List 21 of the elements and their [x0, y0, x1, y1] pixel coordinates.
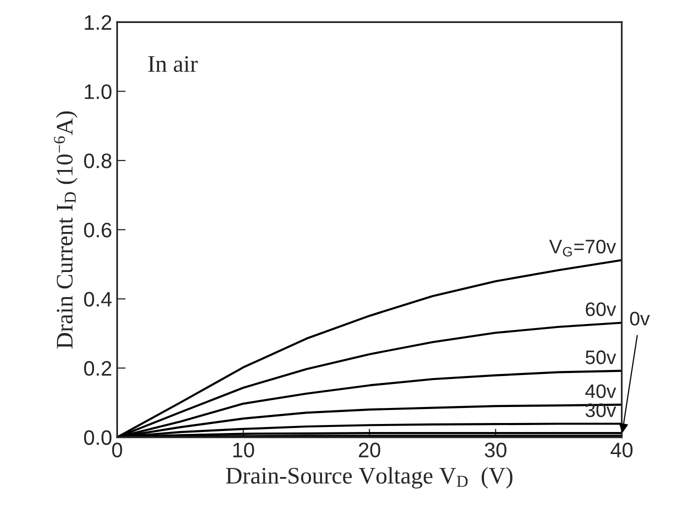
x-tick-label: 10	[233, 442, 254, 458]
series-label: V$_{G}$=70v	[549, 240, 616, 256]
y-tick-label: 1.0	[84, 84, 112, 100]
x-tick-label: 0	[112, 442, 122, 458]
y-tick-label: 0.8	[84, 154, 112, 168]
series-label: 40v	[585, 384, 616, 398]
x-axis-title: Drain-Source Voltage V$_{D}$ (V)	[226, 467, 512, 489]
annotation: In air	[148, 56, 198, 72]
text: 0v	[630, 312, 650, 326]
series-label: 60v	[586, 302, 616, 316]
x-tick-label: 30	[484, 442, 506, 458]
x-tick-label: 40	[610, 442, 633, 458]
y-tick-label: 0.2	[84, 361, 112, 376]
series-label: 30v	[586, 403, 616, 418]
y-tick-label: 1.2	[84, 15, 112, 30]
x-tick-label: 20	[358, 442, 380, 458]
y-tick-label: 0.4	[84, 292, 112, 307]
y-tick-label: 0.0	[84, 430, 112, 445]
y-axis-title: Drain Current I$_{D}$ (10$^{−6}$A)	[54, 111, 78, 348]
y-tick-label: 0.6	[84, 222, 112, 238]
series-label: 50v	[586, 350, 616, 364]
